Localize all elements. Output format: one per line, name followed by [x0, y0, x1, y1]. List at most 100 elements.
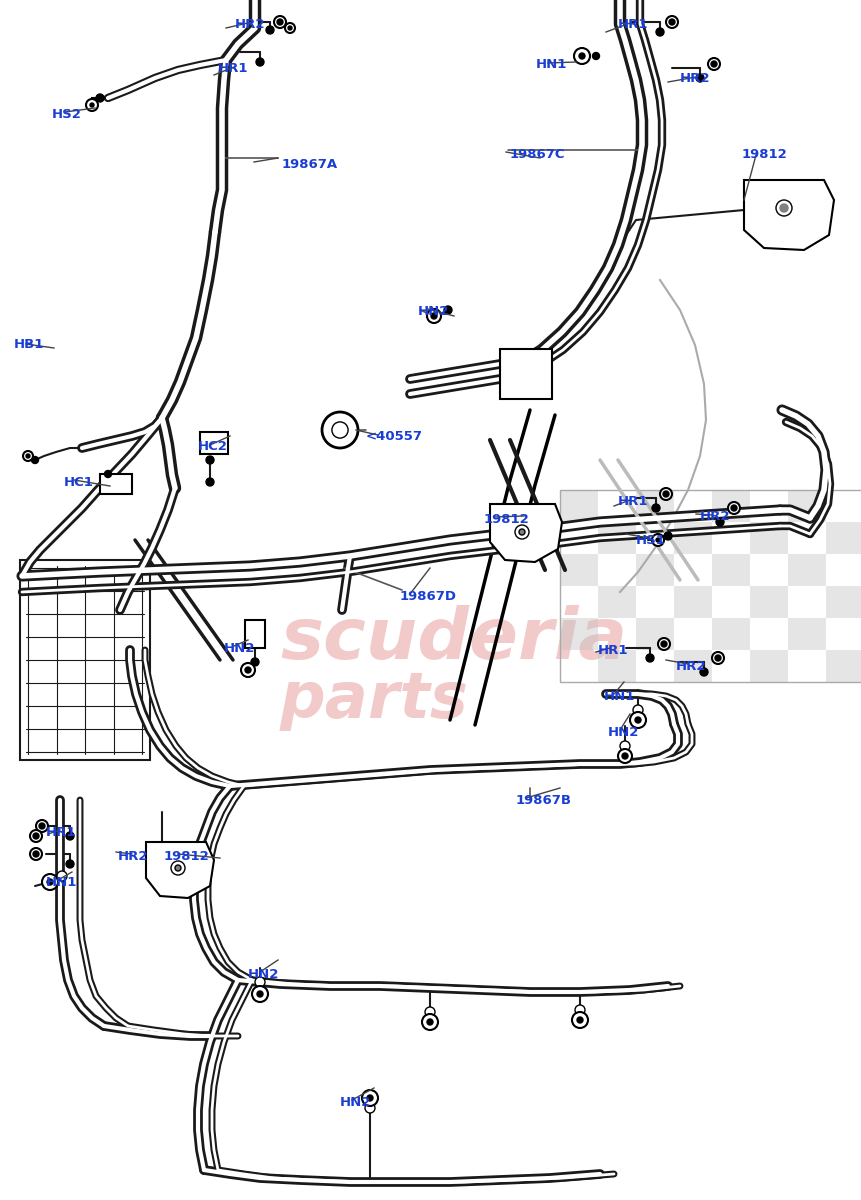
Polygon shape: [744, 180, 834, 250]
Circle shape: [175, 865, 181, 871]
Circle shape: [572, 1012, 588, 1028]
Text: HR2: HR2: [676, 660, 707, 673]
Circle shape: [519, 529, 525, 535]
Bar: [674, 650, 712, 682]
Text: 19812: 19812: [484, 514, 530, 526]
Circle shape: [257, 991, 263, 997]
Circle shape: [255, 977, 265, 986]
Bar: [674, 586, 712, 618]
Circle shape: [30, 848, 42, 860]
Text: HN2: HN2: [248, 968, 279, 982]
Text: HN2: HN2: [340, 1096, 371, 1109]
Circle shape: [579, 53, 585, 59]
Text: HR1: HR1: [618, 18, 648, 31]
Circle shape: [30, 830, 42, 842]
Circle shape: [696, 74, 704, 82]
Circle shape: [715, 655, 721, 661]
Circle shape: [658, 638, 670, 650]
Text: scuderia: scuderia: [280, 606, 627, 674]
Circle shape: [266, 26, 274, 34]
Text: 19812: 19812: [742, 148, 788, 161]
Circle shape: [104, 470, 112, 478]
Circle shape: [652, 504, 660, 512]
Circle shape: [39, 823, 45, 829]
Text: HN1: HN1: [604, 690, 635, 703]
Bar: [788, 490, 826, 522]
Text: HR1: HR1: [218, 62, 249, 74]
Circle shape: [171, 862, 185, 875]
Circle shape: [425, 1007, 435, 1018]
Text: HS2: HS2: [52, 108, 82, 121]
Circle shape: [57, 871, 67, 881]
Circle shape: [776, 200, 792, 216]
Bar: [598, 586, 636, 618]
Circle shape: [716, 518, 724, 526]
Circle shape: [575, 1006, 585, 1015]
Bar: [100, 474, 132, 494]
Text: 19867A: 19867A: [282, 158, 338, 170]
Circle shape: [427, 1019, 433, 1025]
Bar: [826, 522, 861, 554]
Text: <40557: <40557: [366, 430, 423, 443]
Bar: [598, 650, 636, 682]
Circle shape: [515, 526, 529, 539]
Bar: [788, 554, 826, 586]
Polygon shape: [490, 504, 562, 562]
Circle shape: [367, 1094, 373, 1102]
Circle shape: [663, 491, 669, 497]
Text: HR2: HR2: [118, 850, 148, 863]
Circle shape: [708, 58, 720, 70]
Circle shape: [427, 308, 441, 323]
Circle shape: [652, 534, 664, 546]
Circle shape: [660, 488, 672, 500]
Bar: [560, 490, 861, 682]
Bar: [712, 490, 750, 522]
Text: 19867B: 19867B: [516, 794, 572, 806]
Circle shape: [331, 422, 348, 438]
Bar: [200, 432, 228, 454]
Text: HN1: HN1: [536, 58, 567, 71]
Circle shape: [285, 23, 295, 32]
Circle shape: [251, 658, 259, 666]
Circle shape: [574, 48, 590, 64]
Circle shape: [731, 505, 737, 511]
Bar: [788, 618, 826, 650]
Bar: [750, 650, 788, 682]
Bar: [636, 490, 674, 522]
Circle shape: [288, 26, 292, 30]
Bar: [750, 522, 788, 554]
Circle shape: [362, 1090, 378, 1106]
Circle shape: [23, 451, 33, 461]
Text: parts: parts: [280, 670, 469, 731]
Circle shape: [630, 712, 646, 728]
Circle shape: [431, 313, 437, 319]
Circle shape: [661, 641, 667, 647]
Text: HN2: HN2: [224, 642, 256, 655]
Circle shape: [47, 878, 53, 886]
Circle shape: [33, 851, 39, 857]
Text: HR1: HR1: [618, 494, 648, 508]
Circle shape: [96, 94, 104, 102]
Circle shape: [711, 61, 717, 67]
Text: 19867C: 19867C: [510, 148, 566, 161]
Text: 19867D: 19867D: [400, 590, 457, 602]
Circle shape: [622, 754, 628, 758]
Bar: [245, 620, 265, 648]
Circle shape: [666, 16, 678, 28]
Text: HN1: HN1: [46, 876, 77, 889]
Bar: [20, 560, 150, 760]
Text: HC1: HC1: [64, 476, 94, 490]
Circle shape: [620, 740, 630, 751]
Circle shape: [444, 306, 452, 314]
Circle shape: [277, 19, 283, 25]
Bar: [826, 586, 861, 618]
Bar: [598, 522, 636, 554]
Circle shape: [322, 412, 358, 448]
Circle shape: [712, 652, 724, 664]
Circle shape: [42, 874, 58, 890]
Circle shape: [618, 749, 632, 763]
Bar: [560, 618, 598, 650]
Circle shape: [252, 986, 268, 1002]
Circle shape: [656, 538, 660, 542]
Circle shape: [256, 58, 264, 66]
